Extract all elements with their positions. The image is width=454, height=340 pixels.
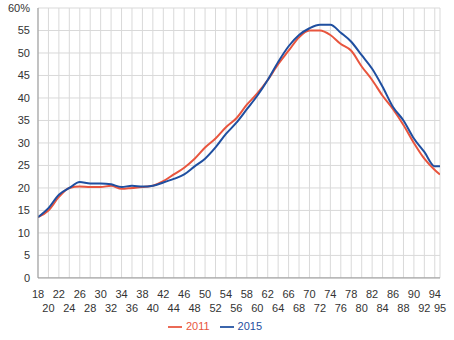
svg-text:20: 20: [42, 302, 54, 314]
svg-text:30: 30: [18, 137, 30, 149]
svg-text:20: 20: [18, 182, 30, 194]
svg-text:80: 80: [356, 302, 368, 314]
svg-text:88: 88: [397, 302, 409, 314]
svg-text:62: 62: [262, 288, 274, 300]
svg-text:50: 50: [18, 47, 30, 59]
svg-text:82: 82: [366, 288, 378, 300]
svg-text:15: 15: [18, 204, 30, 216]
svg-text:40: 40: [18, 92, 30, 104]
svg-text:68: 68: [293, 302, 305, 314]
svg-text:50: 50: [199, 288, 211, 300]
svg-text:36: 36: [126, 302, 138, 314]
svg-text:25: 25: [18, 159, 30, 171]
svg-text:28: 28: [84, 302, 96, 314]
svg-text:56: 56: [230, 302, 242, 314]
svg-text:24: 24: [63, 302, 75, 314]
svg-text:18: 18: [32, 288, 44, 300]
svg-text:32: 32: [105, 302, 117, 314]
svg-text:76: 76: [335, 302, 347, 314]
svg-text:22: 22: [53, 288, 65, 300]
svg-text:10: 10: [18, 227, 30, 239]
svg-text:30: 30: [95, 288, 107, 300]
svg-text:34: 34: [115, 288, 127, 300]
svg-text:54: 54: [220, 288, 232, 300]
svg-text:35: 35: [18, 114, 30, 126]
svg-text:38: 38: [136, 288, 148, 300]
svg-text:58: 58: [241, 288, 253, 300]
svg-text:40: 40: [147, 302, 159, 314]
svg-text:72: 72: [314, 302, 326, 314]
svg-text:60: 60: [251, 302, 263, 314]
svg-text:52: 52: [209, 302, 221, 314]
svg-text:44: 44: [168, 302, 180, 314]
svg-text:60%: 60%: [8, 2, 30, 14]
svg-text:94: 94: [429, 288, 441, 300]
svg-text:45: 45: [18, 69, 30, 81]
svg-text:42: 42: [157, 288, 169, 300]
svg-text:0: 0: [24, 272, 30, 284]
svg-text:46: 46: [178, 288, 190, 300]
svg-text:55: 55: [18, 24, 30, 36]
html-text:2015: 2015: [237, 319, 263, 332]
svg-text:90: 90: [408, 288, 420, 300]
svg-text:92: 92: [418, 302, 430, 314]
svg-text:64: 64: [272, 302, 284, 314]
svg-text:5: 5: [24, 249, 30, 261]
svg-text:84: 84: [376, 302, 388, 314]
svg-text:26: 26: [74, 288, 86, 300]
svg-text:48: 48: [188, 302, 200, 314]
svg-text:95: 95: [434, 302, 446, 314]
svg-text:74: 74: [324, 288, 336, 300]
svg-text:66: 66: [282, 288, 294, 300]
svg-text:86: 86: [387, 288, 399, 300]
svg-text:78: 78: [345, 288, 357, 300]
svg-text:70: 70: [303, 288, 315, 300]
html-text:2011: 2011: [185, 319, 210, 332]
